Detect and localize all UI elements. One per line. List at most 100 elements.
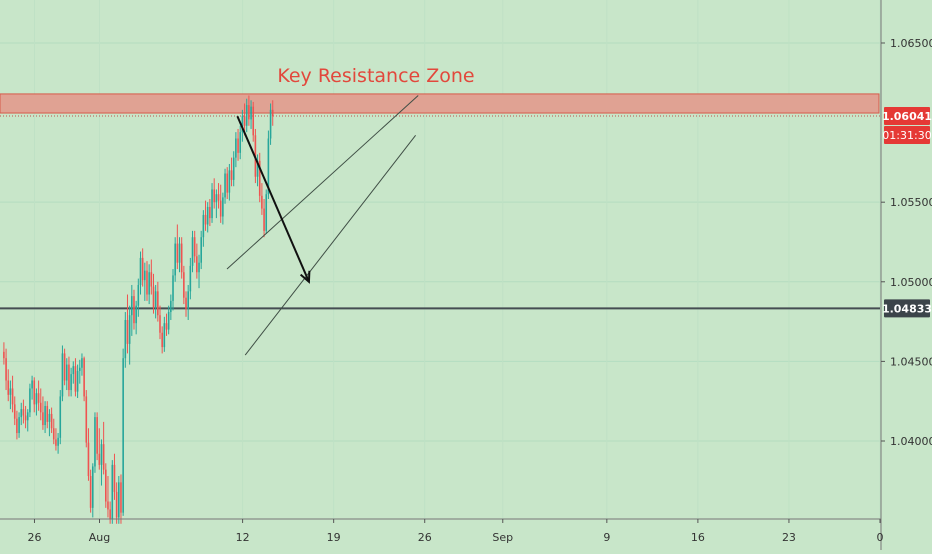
candle-body (139, 257, 142, 285)
candle-body (133, 296, 135, 324)
candle-body (18, 417, 20, 434)
candle-body (11, 388, 14, 405)
candle-body (44, 405, 46, 426)
candle-body (250, 106, 252, 120)
time-tick-label: 23 (782, 531, 796, 544)
resistance-zone-layer: Key Resistance Zone (0, 65, 880, 310)
candle-body (209, 206, 211, 219)
current-price-badge (884, 107, 930, 126)
forecast-arrow-head (299, 270, 311, 284)
candle-body (157, 291, 159, 316)
candle-body (83, 358, 85, 397)
time-tick-label: 19 (327, 531, 341, 544)
candle-body (78, 367, 81, 371)
time-tick-label: 26 (27, 531, 41, 544)
candle-body (76, 370, 79, 392)
candle-body (70, 374, 72, 391)
candle-body (258, 160, 261, 196)
candle-body (248, 105, 250, 120)
candle-body (232, 157, 235, 180)
wedge-line (226, 95, 419, 270)
candle-body (46, 405, 49, 422)
candle-body (261, 195, 263, 209)
candle-body (55, 439, 57, 446)
candle-body (111, 464, 114, 519)
candle-body (224, 173, 226, 198)
candle-body (228, 170, 231, 193)
price-tick-label: 1.04500 (890, 355, 932, 368)
candle-body (61, 353, 64, 397)
candle-body (98, 453, 101, 465)
time-tick-label: 0 (877, 531, 884, 544)
candle-body (135, 305, 137, 324)
candle-body (154, 291, 157, 308)
candle-body (230, 170, 233, 180)
candle-body (50, 413, 53, 429)
candle-body (219, 200, 222, 217)
candle-body (265, 194, 268, 231)
candle-body (191, 237, 194, 266)
candle-body (3, 351, 5, 359)
candle-body (165, 323, 168, 330)
candle-body (215, 194, 218, 203)
candle-body (72, 366, 75, 375)
candle-body (102, 444, 105, 470)
price-tick-label: 1.05000 (890, 276, 932, 289)
candle-body (63, 353, 66, 381)
candle-body (22, 409, 25, 416)
annotation-text: Key Resistance Zone (277, 65, 474, 87)
candle-body (174, 243, 176, 276)
support-badge (884, 299, 930, 318)
candle-body (137, 284, 140, 306)
candle-body (239, 132, 242, 153)
candle-body (7, 380, 10, 395)
candle-body (37, 393, 40, 403)
candle-body (131, 296, 133, 316)
candle-body (243, 116, 246, 126)
candle-body (31, 380, 33, 389)
candle-body (24, 415, 27, 421)
candle-body (39, 402, 42, 413)
candle-body (241, 116, 244, 133)
candle-body (68, 364, 70, 391)
candle-body (81, 358, 83, 368)
candle-body (167, 312, 170, 330)
forecast-arrow (236, 115, 310, 283)
candle-body (26, 412, 29, 421)
candle-body (269, 109, 272, 139)
candle-body (118, 482, 120, 518)
candle-body (176, 243, 179, 263)
candle-body (193, 237, 196, 257)
candle-body (148, 272, 150, 295)
candle-body (124, 319, 127, 359)
candle-body (185, 297, 187, 309)
price-axis-panel (881, 0, 932, 550)
candle-body (146, 270, 148, 295)
candle-body (226, 173, 229, 193)
candle-body (263, 208, 265, 231)
candle-body (178, 243, 181, 263)
candle-body (180, 243, 183, 273)
candle-body (35, 393, 38, 405)
time-tick-label: 12 (236, 531, 250, 544)
candle-body (120, 482, 122, 513)
time-tick-label: Aug (89, 531, 110, 544)
candle-body (237, 138, 239, 153)
candle-body (198, 262, 200, 273)
candle-body (13, 404, 16, 419)
candle-body (267, 138, 270, 195)
candle-body (196, 256, 198, 273)
candle-body (91, 466, 94, 508)
candle-body (94, 417, 96, 467)
candle-body (52, 428, 55, 440)
price-tick-label: 1.04000 (890, 435, 932, 448)
candle-body (245, 105, 248, 126)
candle-body (87, 442, 90, 477)
price-tick-label: 1.05500 (890, 196, 932, 209)
candle-body (113, 464, 116, 492)
candle-body (144, 270, 146, 281)
